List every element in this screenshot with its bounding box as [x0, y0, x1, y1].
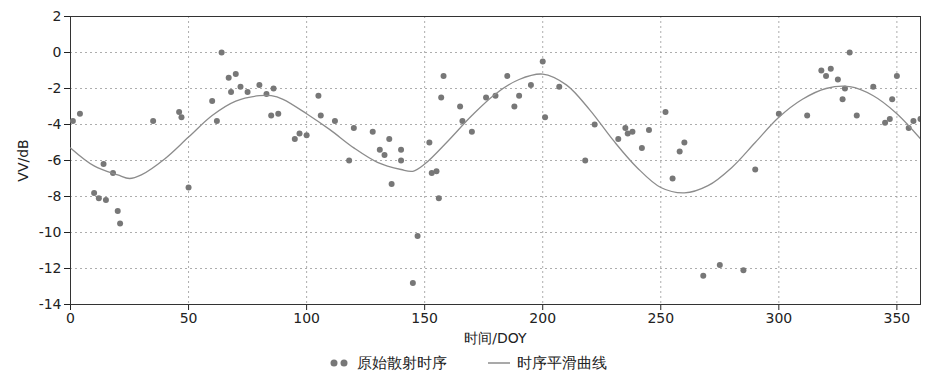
svg-text:-8: -8 — [48, 188, 62, 204]
svg-text:0: 0 — [53, 44, 62, 60]
svg-text:300: 300 — [765, 310, 792, 326]
svg-text:50: 50 — [180, 310, 198, 326]
svg-text:150: 150 — [411, 310, 438, 326]
svg-text:250: 250 — [647, 310, 674, 326]
svg-text:-4: -4 — [48, 116, 62, 132]
svg-text:-12: -12 — [39, 260, 62, 276]
svg-text:-6: -6 — [48, 152, 62, 168]
svg-text:350: 350 — [884, 310, 911, 326]
svg-text:0: 0 — [66, 310, 75, 326]
svg-text:时间/DOY: 时间/DOY — [464, 330, 527, 346]
svg-text:200: 200 — [529, 310, 556, 326]
svg-text:2: 2 — [53, 8, 62, 24]
svg-text:VV/dB: VV/dB — [15, 139, 31, 181]
html-text:时序平滑曲线: 时序平滑曲线 — [517, 353, 607, 372]
html-text:原始散射时序: 原始散射时序 — [357, 353, 447, 372]
svg-text:-2: -2 — [48, 80, 62, 96]
svg-text:100: 100 — [293, 310, 320, 326]
svg-text:-14: -14 — [39, 296, 62, 312]
svg-text:-10: -10 — [39, 224, 62, 240]
